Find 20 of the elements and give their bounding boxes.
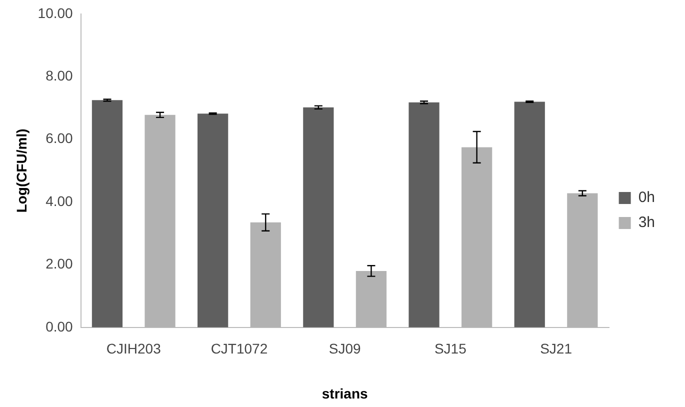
y-tick-label: 8.00 <box>46 68 74 84</box>
y-tick-label: 2.00 <box>46 256 74 272</box>
bar <box>514 102 545 328</box>
x-tick-label: SJ09 <box>328 340 361 357</box>
x-tick-label: CJIH203 <box>106 340 162 357</box>
y-tick-label: 4.00 <box>46 192 74 209</box>
bar <box>303 107 334 328</box>
y-tick-label: 0.00 <box>46 318 74 334</box>
bar <box>408 102 440 328</box>
bar <box>92 100 123 328</box>
y-tick-label: 10.00 <box>38 4 74 21</box>
x-tick-label: SJ21 <box>540 340 572 357</box>
x-tick-label: SJ15 <box>434 340 467 357</box>
x-axis-title: strians <box>322 385 368 402</box>
legend-label: 3h <box>638 214 656 232</box>
bar <box>198 114 228 328</box>
legend-label: 0h <box>638 189 656 206</box>
y-tick-label: 6.00 <box>46 130 74 146</box>
y-axis-title: Log(CFU/ml) <box>13 128 30 213</box>
x-tick-label: CJT1072 <box>210 340 268 357</box>
